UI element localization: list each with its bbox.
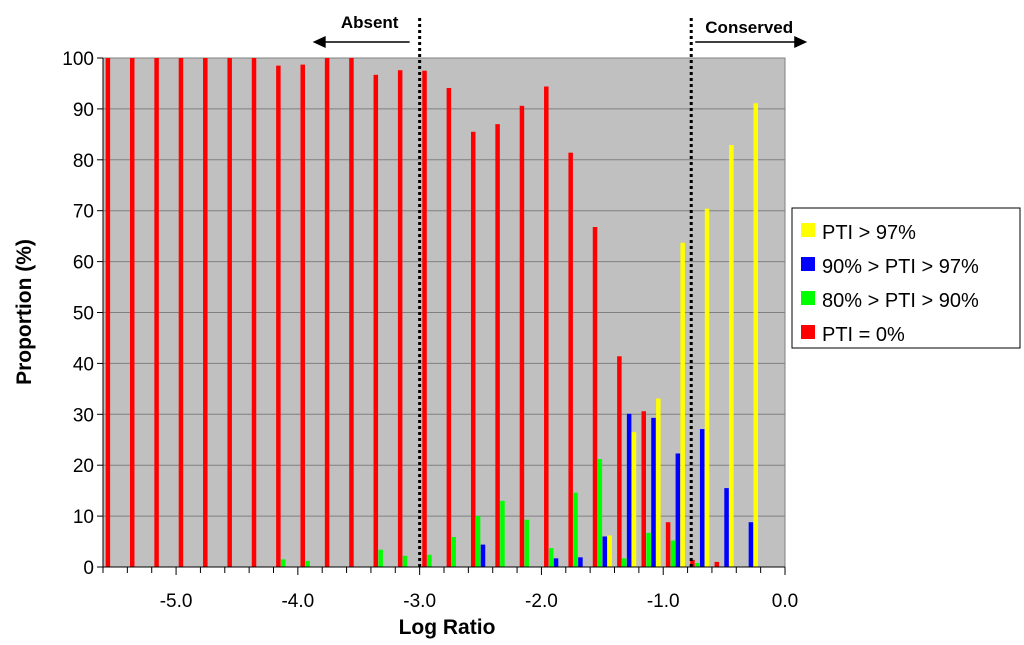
bar: [470, 131, 476, 567]
y-tick-labels: 0 10 20 30 40 50 60 70 80 90 100: [62, 49, 94, 579]
x-tick-label: -4.0: [281, 591, 314, 612]
bar: [641, 411, 646, 567]
bar: [656, 398, 661, 567]
legend: PTI > 97% 90% > PTI > 97% 80% > PTI > 90% P…: [791, 207, 1021, 349]
bar: [748, 522, 754, 567]
y-tick-label: 70: [73, 202, 94, 223]
x-tick-label: -1.0: [647, 591, 680, 612]
bar: [714, 561, 720, 567]
bar: [573, 492, 578, 567]
bar: [704, 208, 710, 567]
legend-label: PTI = 0%: [822, 324, 905, 346]
x-tick-label: -2.0: [525, 591, 558, 612]
y-tick-label: 10: [73, 507, 94, 528]
bar: [651, 417, 656, 567]
annotations: Absent Conserved: [312, 13, 808, 567]
bar: [397, 70, 403, 567]
bar: [451, 536, 456, 567]
bar: [129, 58, 135, 567]
y-tick-label: 90: [73, 100, 94, 121]
y-tick-label: 0: [83, 558, 94, 579]
legend-swatch: [801, 257, 815, 271]
x-tick-label: 0.0: [772, 591, 798, 612]
legend-box: [791, 207, 1021, 349]
legend-swatch: [801, 223, 815, 237]
bar: [729, 145, 734, 567]
y-tick-label: 40: [73, 354, 94, 375]
bar: [427, 554, 432, 567]
bar: [607, 535, 612, 567]
bar: [519, 105, 525, 567]
bar: [402, 555, 408, 567]
bar: [373, 74, 379, 567]
bar: [475, 516, 481, 567]
y-axis-title: Proportion (%): [13, 239, 36, 385]
bar: [699, 429, 705, 567]
bar: [621, 558, 627, 567]
x-axis-title: Log Ratio: [399, 616, 496, 639]
bar: [178, 58, 184, 567]
bar: [105, 58, 111, 567]
bar: [724, 488, 729, 567]
bar: [227, 58, 232, 567]
bar: [203, 58, 208, 567]
bar: [524, 519, 530, 567]
bar: [675, 453, 681, 567]
arrow-head: [312, 36, 326, 48]
bar: [544, 86, 549, 567]
annotation-label: Conserved: [705, 18, 793, 37]
annotation-label: Absent: [341, 13, 399, 32]
bars: [105, 58, 759, 568]
bar: [422, 70, 427, 567]
bar: [154, 58, 159, 567]
axes: [97, 57, 786, 575]
arrow-head: [794, 36, 808, 48]
legend-label: 90% > PTI > 97%: [822, 256, 979, 278]
bar: [602, 536, 608, 567]
x-tick-labels: -5.0 -4.0 -3.0 -2.0 -1.0 0.0: [160, 591, 799, 612]
bar: [568, 152, 573, 567]
bar: [305, 560, 310, 567]
bar: [578, 557, 583, 567]
y-tick-label: 80: [73, 151, 94, 172]
legend-swatch: [801, 325, 815, 339]
bar: [324, 58, 330, 567]
gridlines: [103, 108, 785, 517]
bar: [251, 58, 257, 567]
bar: [349, 58, 354, 567]
bar: [548, 548, 554, 567]
bar: [665, 522, 671, 567]
bar: [690, 559, 695, 567]
bar: [495, 124, 500, 568]
y-tick-label: 50: [73, 304, 94, 325]
bar: [378, 549, 383, 567]
bar: [553, 558, 559, 567]
bar: [617, 356, 622, 567]
bar: [592, 226, 598, 567]
y-tick-label: 30: [73, 405, 94, 426]
bar: [500, 500, 505, 567]
bar: [670, 540, 676, 567]
bar: [300, 64, 305, 567]
bar: [280, 559, 286, 567]
x-tick-label: -5.0: [160, 591, 193, 612]
bar: [631, 432, 637, 567]
bar: [597, 459, 603, 567]
bar: [276, 65, 281, 567]
bar: [626, 413, 632, 567]
bar: [446, 88, 452, 567]
legend-swatch: [801, 291, 815, 305]
legend-label: PTI > 97%: [822, 222, 916, 244]
legend-label: 80% > PTI > 90%: [822, 290, 979, 312]
bar: [480, 544, 486, 567]
bar: [695, 562, 700, 567]
bar: [646, 532, 651, 567]
y-tick-label: 100: [62, 49, 94, 70]
bar: [680, 242, 685, 567]
x-tick-label: -3.0: [403, 591, 436, 612]
y-tick-label: 20: [73, 456, 94, 477]
bar: [753, 103, 759, 568]
y-tick-label: 60: [73, 253, 94, 274]
